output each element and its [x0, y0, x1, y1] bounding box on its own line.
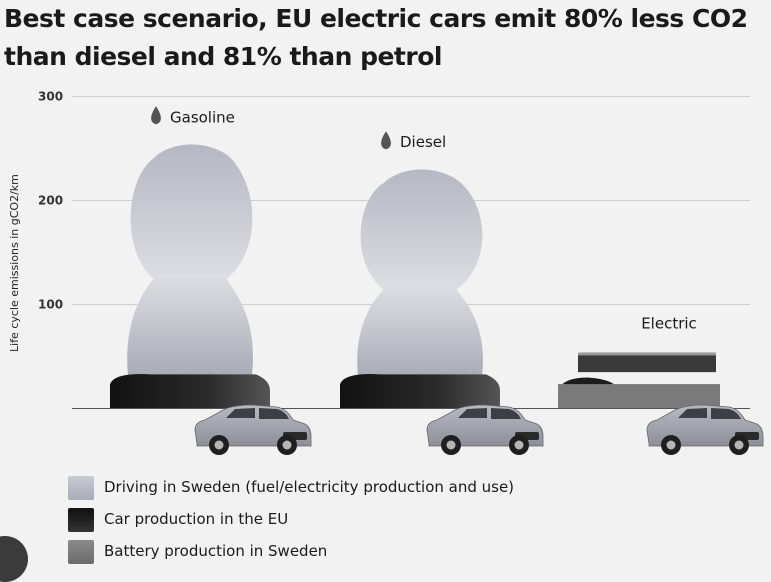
- y-tick-label: 200: [38, 194, 63, 208]
- car-icon: [646, 404, 764, 455]
- bar-driving-top: [578, 352, 716, 356]
- y-axis-ticks: 100 200 300: [38, 90, 63, 312]
- y-tick-label: 300: [38, 90, 63, 104]
- fuel-drop-icon: [151, 106, 161, 125]
- category-label: Gasoline: [170, 108, 235, 126]
- y-tick-label: 100: [38, 298, 63, 312]
- chart: 100 200 300 Life cycle emissions in gCO2/k…: [8, 90, 764, 455]
- cars: [194, 404, 764, 455]
- legend-swatch: [68, 540, 94, 564]
- legend-label: Driving in Sweden (fuel/electricity prod…: [104, 478, 515, 496]
- category-labels: Gasoline Diesel Electric: [151, 106, 697, 332]
- bar-battery: [558, 384, 720, 409]
- bars: [110, 144, 720, 409]
- category-label: Diesel: [400, 133, 446, 151]
- bar-driving: [127, 144, 253, 385]
- legend-swatch: [68, 476, 94, 500]
- car-icon: [426, 404, 544, 455]
- bar-car-production: [110, 374, 270, 409]
- bar-driving: [578, 354, 716, 373]
- legend-swatch: [68, 508, 94, 532]
- bar-group: [110, 144, 270, 409]
- legend-label: Battery production in Sweden: [104, 542, 328, 560]
- fuel-drop-icon: [381, 131, 391, 150]
- car-icon: [194, 404, 312, 455]
- category-label: Electric: [641, 314, 697, 332]
- bar-group: [558, 352, 720, 409]
- bar-car-production: [340, 374, 500, 409]
- legend-label: Car production in the EU: [104, 510, 289, 528]
- y-axis-label: Life cycle emissions in gCO2/km: [8, 174, 21, 352]
- bar-driving: [357, 169, 483, 385]
- bar-group: [340, 169, 500, 409]
- chart-title: Best case scenario, EU electric cars emi…: [4, 4, 748, 71]
